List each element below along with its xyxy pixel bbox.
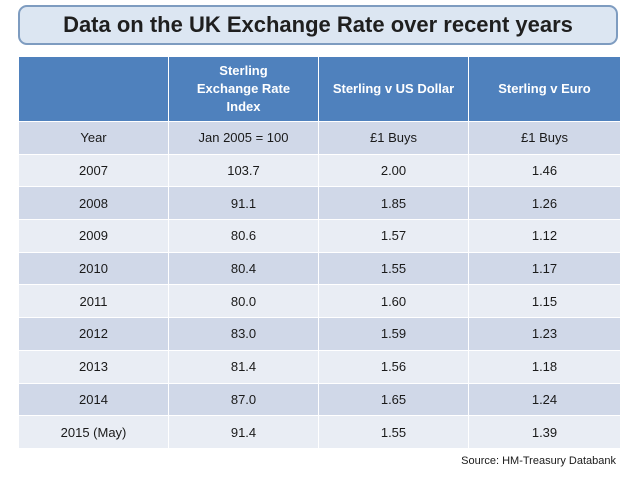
table-cell: 1.18 bbox=[468, 349, 621, 384]
table-cell: 2012 bbox=[18, 317, 169, 351]
table-row: 2009 80.6 1.57 1.12 bbox=[18, 219, 621, 253]
source-note: Source: HM-Treasury Databank bbox=[461, 455, 616, 467]
table-cell: 1.85 bbox=[318, 186, 469, 221]
header-cell-usd: Sterling v US Dollar bbox=[318, 56, 469, 122]
header-cell-index: Sterling Exchange Rate Index bbox=[168, 56, 319, 122]
table-cell: 1.46 bbox=[468, 153, 621, 188]
table-cell: 1.56 bbox=[318, 349, 469, 384]
table-cell: 1.17 bbox=[468, 251, 621, 286]
table-cell: 1.57 bbox=[318, 219, 469, 253]
table-cell: 2009 bbox=[18, 219, 169, 253]
table-cell: 2007 bbox=[18, 153, 169, 188]
table-row: 2010 80.4 1.55 1.17 bbox=[18, 251, 621, 286]
table-cell: 1.15 bbox=[468, 284, 621, 319]
table-cell: £1 Buys bbox=[318, 121, 469, 155]
table-cell: 91.1 bbox=[168, 186, 319, 221]
table-cell: 2013 bbox=[18, 349, 169, 384]
table-header-row: Sterling Exchange Rate Index Sterling v … bbox=[18, 56, 621, 122]
table-cell: 2008 bbox=[18, 186, 169, 221]
table-cell: 80.0 bbox=[168, 284, 319, 319]
table-cell: 1.65 bbox=[318, 382, 469, 417]
table-cell: 81.4 bbox=[168, 349, 319, 384]
table-cell: Year bbox=[18, 121, 169, 155]
table-cell: 1.60 bbox=[318, 284, 469, 319]
table-cell: 2010 bbox=[18, 251, 169, 286]
title-banner: Data on the UK Exchange Rate over recent… bbox=[18, 5, 618, 45]
table-cell: 91.4 bbox=[168, 415, 319, 449]
table-cell: 2011 bbox=[18, 284, 169, 319]
table-cell: 1.59 bbox=[318, 317, 469, 351]
table-cell: 1.23 bbox=[468, 317, 621, 351]
exchange-rate-table: Sterling Exchange Rate Index Sterling v … bbox=[18, 56, 621, 449]
table-row: 2008 91.1 1.85 1.26 bbox=[18, 186, 621, 221]
table-cell: 103.7 bbox=[168, 153, 319, 188]
table-row: Year Jan 2005 = 100 £1 Buys £1 Buys bbox=[18, 121, 621, 155]
table-cell: Jan 2005 = 100 bbox=[168, 121, 319, 155]
table-cell: £1 Buys bbox=[468, 121, 621, 155]
table-cell: 1.55 bbox=[318, 415, 469, 449]
table-cell: 2015 (May) bbox=[18, 415, 169, 449]
table-cell: 1.24 bbox=[468, 382, 621, 417]
table-row: 2014 87.0 1.65 1.24 bbox=[18, 382, 621, 417]
table-cell: 1.55 bbox=[318, 251, 469, 286]
table-cell: 83.0 bbox=[168, 317, 319, 351]
table-row: 2012 83.0 1.59 1.23 bbox=[18, 317, 621, 351]
table-cell: 80.4 bbox=[168, 251, 319, 286]
table-row: 2011 80.0 1.60 1.15 bbox=[18, 284, 621, 319]
table-cell: 80.6 bbox=[168, 219, 319, 253]
table-row: 2015 (May) 91.4 1.55 1.39 bbox=[18, 415, 621, 449]
header-cell-euro: Sterling v Euro bbox=[468, 56, 621, 122]
table-cell: 1.39 bbox=[468, 415, 621, 449]
table-cell: 87.0 bbox=[168, 382, 319, 417]
table-cell: 1.26 bbox=[468, 186, 621, 221]
table-row: 2013 81.4 1.56 1.18 bbox=[18, 349, 621, 384]
table-cell: 2.00 bbox=[318, 153, 469, 188]
header-cell-empty bbox=[18, 56, 169, 122]
table-row: 2007 103.7 2.00 1.46 bbox=[18, 153, 621, 188]
table-cell: 1.12 bbox=[468, 219, 621, 253]
table-cell: 2014 bbox=[18, 382, 169, 417]
page-title: Data on the UK Exchange Rate over recent… bbox=[63, 12, 573, 37]
